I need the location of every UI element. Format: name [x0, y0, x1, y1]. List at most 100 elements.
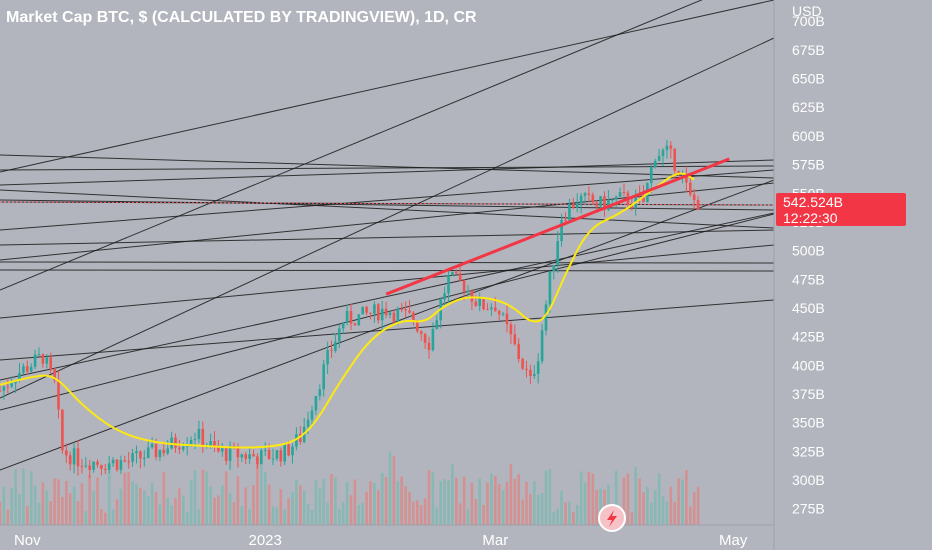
candle-body	[591, 194, 595, 203]
volume-bar	[127, 472, 130, 525]
candle-body	[349, 310, 353, 324]
volume-bar	[490, 473, 493, 525]
volume-bar	[544, 470, 548, 525]
volume-bar	[540, 492, 544, 525]
volume-bar	[423, 498, 427, 525]
volume-bar	[193, 470, 197, 525]
drawn-line[interactable]	[0, 212, 775, 381]
candle-body	[552, 265, 556, 272]
volume-bar	[583, 482, 587, 525]
drawn-line[interactable]	[0, 229, 775, 246]
chart-title: Market Cap BTC, $ (CALCULATED BY TRADING…	[6, 9, 477, 26]
volume-bar	[470, 482, 474, 525]
drawn-line[interactable]	[0, 169, 775, 231]
volume-bar	[26, 506, 29, 525]
moving-average-line	[0, 172, 695, 449]
volume-bar	[209, 486, 212, 525]
candle-body	[33, 354, 37, 367]
volume-bar	[357, 504, 361, 525]
volume-bar	[575, 505, 579, 525]
drawn-line[interactable]	[0, 0, 775, 173]
candle-body	[244, 454, 247, 459]
volume-bar	[427, 470, 431, 525]
drawn-line[interactable]	[0, 165, 775, 171]
drawn-line[interactable]	[0, 0, 774, 291]
drawn-line[interactable]	[0, 269, 775, 272]
volume-bar	[271, 506, 275, 525]
candle-body	[509, 324, 513, 335]
y-tick-label: 625B	[792, 99, 825, 115]
volume-bar	[486, 482, 489, 525]
candle-body	[572, 204, 575, 208]
drawn-line[interactable]	[0, 154, 775, 179]
volume-bar	[455, 477, 458, 525]
volume-bar	[146, 496, 150, 525]
red-trendline[interactable]	[385, 157, 730, 296]
drawn-line[interactable]	[0, 199, 775, 211]
candle-body	[384, 308, 388, 316]
volume-bar	[361, 502, 364, 525]
candle-body	[213, 441, 216, 446]
candle-body	[423, 333, 427, 343]
volume-bar	[334, 477, 337, 525]
volume-bar	[107, 471, 111, 525]
volume-bar	[29, 471, 33, 525]
drawn-trend-lines[interactable]	[0, 0, 775, 471]
candle-body	[466, 290, 470, 292]
candle-body	[653, 160, 657, 168]
volume-bar	[143, 490, 146, 525]
volume-bar	[260, 455, 263, 525]
candle-body	[536, 361, 540, 374]
volume-bar	[283, 509, 286, 525]
drawn-line[interactable]	[0, 179, 775, 471]
candle-body	[677, 170, 680, 175]
candle-body	[517, 344, 520, 359]
volume-bar	[349, 495, 353, 525]
volume-bar	[201, 469, 205, 525]
time-axis[interactable]: Nov 2023 Mar May	[14, 532, 748, 549]
volume-bar	[642, 492, 645, 525]
candle-body	[416, 321, 419, 332]
candle-body	[143, 457, 146, 459]
candle-body	[65, 450, 68, 456]
candle-body	[650, 167, 653, 184]
drawn-line[interactable]	[0, 244, 775, 319]
candle-body	[127, 461, 130, 463]
volume-bar	[275, 507, 279, 525]
drawn-line[interactable]	[0, 299, 775, 361]
volume-bar	[49, 501, 52, 525]
candle-body	[57, 380, 60, 410]
drawn-line[interactable]	[0, 159, 775, 186]
volume-bar	[665, 501, 669, 525]
volume-bar	[252, 485, 255, 525]
volume-bar	[185, 511, 189, 525]
candle-body	[104, 468, 107, 470]
candle-body	[692, 194, 696, 201]
candle-body	[6, 386, 10, 388]
volume-bar	[14, 469, 17, 525]
volume-bar	[224, 471, 228, 525]
drawn-line[interactable]	[0, 37, 775, 399]
volume-bar	[419, 505, 423, 525]
volume-bar	[447, 480, 450, 525]
volume-bar	[622, 477, 626, 525]
candle-body	[193, 439, 197, 441]
candle-body	[178, 447, 181, 450]
candle-body	[334, 341, 337, 352]
drawn-line[interactable]	[0, 261, 775, 264]
candle-body	[224, 448, 228, 461]
volume-bar	[41, 482, 45, 525]
volume-bar	[443, 479, 446, 525]
replay-icon[interactable]	[598, 504, 626, 532]
candle-body	[10, 383, 13, 387]
drawn-line[interactable]	[0, 189, 775, 229]
candle-body	[338, 328, 341, 342]
candle-body	[322, 364, 325, 390]
candle-body	[486, 309, 489, 311]
volume-bar	[61, 496, 64, 525]
candle-body	[201, 428, 205, 447]
volume-bar	[213, 497, 216, 525]
volume-bar	[236, 476, 240, 525]
candle-body	[263, 449, 267, 451]
